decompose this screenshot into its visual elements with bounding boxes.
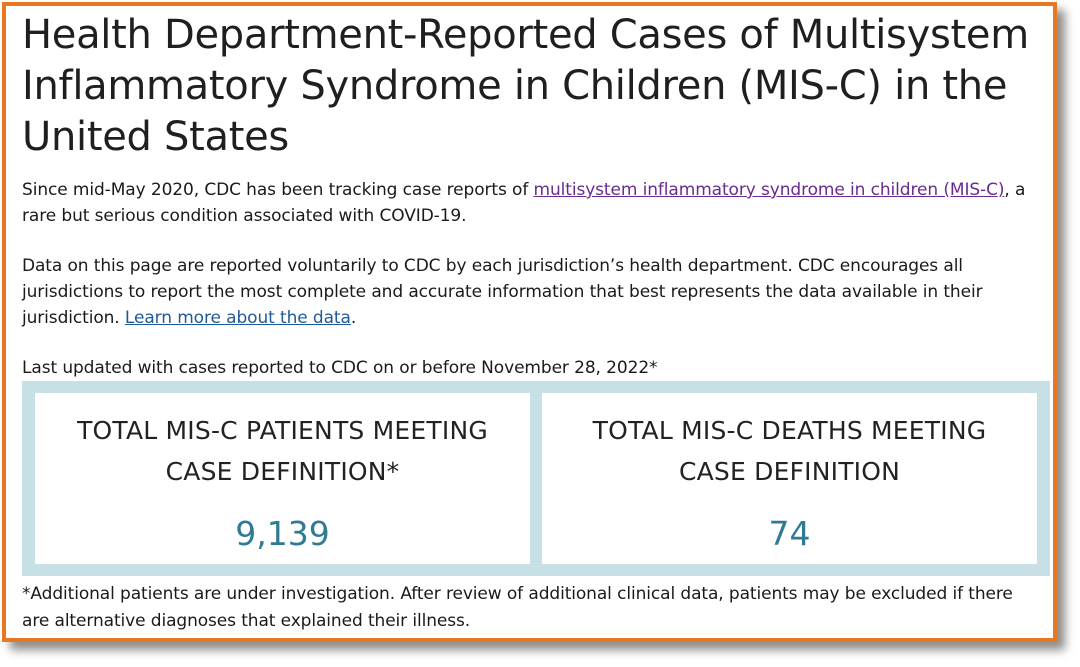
patients-stat-value: 9,139 — [235, 514, 330, 553]
intro-paragraph: Since mid-May 2020, CDC has been trackin… — [22, 177, 1042, 229]
data-note-paragraph: Data on this page are reported voluntari… — [22, 253, 1042, 331]
screenshot-frame: Health Department-Reported Cases of Mult… — [2, 2, 1057, 642]
learn-more-link[interactable]: Learn more about the data — [124, 308, 351, 328]
intro-text-before: Since mid-May 2020, CDC has been trackin… — [22, 180, 534, 200]
data-note-period: . — [350, 308, 357, 328]
page-title: Health Department-Reported Cases of Mult… — [22, 12, 1029, 160]
mis-c-link[interactable]: multisystem inflammatory syndrome in chi… — [533, 180, 1005, 200]
patients-stat-title: TOTAL MIS-C PATIENTS MEETING CASE DEFINI… — [77, 416, 488, 486]
deaths-stat-card: TOTAL MIS-C DEATHS MEETING CASE DEFINITI… — [542, 393, 1037, 564]
deaths-stat-value: 74 — [768, 514, 811, 553]
last-updated-text: Last updated with cases reported to CDC … — [22, 358, 658, 378]
intro-text-after: , a rare but serious condition associate… — [22, 180, 1026, 226]
footnote: *Additional patients are under investiga… — [22, 584, 1013, 631]
data-note-text: Data on this page are reported voluntari… — [22, 256, 983, 328]
stats-panel: TOTAL MIS-C PATIENTS MEETING CASE DEFINI… — [22, 381, 1050, 576]
deaths-stat-title: TOTAL MIS-C DEATHS MEETING CASE DEFINITI… — [592, 416, 987, 486]
page-content: Health Department-Reported Cases of Mult… — [22, 6, 1050, 631]
patients-stat-card: TOTAL MIS-C PATIENTS MEETING CASE DEFINI… — [35, 393, 530, 564]
